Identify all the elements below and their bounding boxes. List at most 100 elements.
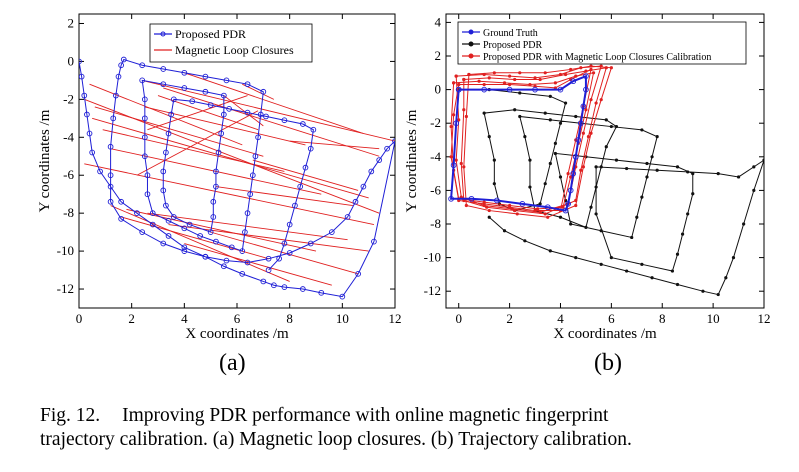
pdr-trajectory-point xyxy=(640,195,644,199)
pdr-trajectory-point xyxy=(655,135,659,139)
pdr-trajectory-point xyxy=(371,238,377,245)
ground-truth-point xyxy=(575,137,582,143)
pdr-trajectory-point xyxy=(635,215,639,219)
pdr-trajectory-point xyxy=(210,214,217,220)
calibrated-trajectory-point xyxy=(467,72,471,77)
pdr-trajectory-point xyxy=(307,240,314,247)
legend-marker xyxy=(468,29,474,35)
pdr-trajectory-point xyxy=(249,172,256,179)
pdr-trajectory-point xyxy=(513,108,517,112)
calibrated-trajectory-point xyxy=(462,165,466,169)
calibrated-trajectory-point xyxy=(449,124,453,129)
pdr-trajectory-point xyxy=(255,134,261,141)
chart-panel-a: 0 2 4 6 8 10 12 2 0 -2 -4 -6 -8 -10 -12 X coordinates /… xyxy=(37,13,402,342)
x-tick-label: 6 xyxy=(608,311,615,326)
pdr-trajectory-point xyxy=(149,210,156,217)
pdr-trajectory-point xyxy=(226,105,232,112)
calibrated-trajectory-point xyxy=(538,77,542,82)
pdr-trajectory-point xyxy=(271,282,277,289)
pdr-trajectory-point xyxy=(302,164,309,171)
pdr-trajectory-point xyxy=(181,85,188,91)
pdr-trajectory-point xyxy=(141,153,148,160)
calibrated-trajectory-point xyxy=(487,208,491,213)
y-tick-label: -12 xyxy=(424,283,441,298)
loop-closure-segment xyxy=(163,87,380,157)
pdr-trajectory-point xyxy=(86,130,93,137)
loop-closure-segment xyxy=(147,212,348,241)
pdr-trajectory-point xyxy=(141,96,148,103)
pdr-trajectory-point xyxy=(487,135,491,139)
pdr-trajectory-point xyxy=(675,252,680,256)
pdr-trajectory-point xyxy=(165,130,172,137)
calibrated-trajectory-point xyxy=(459,161,463,166)
pdr-trajectory-point xyxy=(242,229,248,235)
legend: Proposed PDR Magnetic Loop Closures xyxy=(149,23,313,63)
pdr-trajectory-point xyxy=(492,158,496,162)
ground-truth-point xyxy=(455,86,462,93)
ground-truth-point xyxy=(448,195,454,202)
ground-truth-point xyxy=(544,204,551,211)
pdr-trajectory-point xyxy=(218,130,225,137)
calibrated-trajectory-point xyxy=(462,77,466,82)
pdr-trajectory-point xyxy=(286,250,293,256)
loop-closure-segment xyxy=(94,106,264,157)
calibrated-trajectory-point xyxy=(533,76,537,80)
pdr-trajectory-point xyxy=(170,96,177,103)
pdr-trajectory-point xyxy=(614,158,619,162)
loop-closure-segment xyxy=(147,95,248,131)
pdr-trajectory-point xyxy=(181,225,188,232)
pdr-trajectory-point xyxy=(144,172,151,179)
pdr-trajectory-point xyxy=(360,183,367,190)
pdr-trajectory-point xyxy=(355,271,361,277)
pdr-trajectory-point xyxy=(281,240,288,247)
calibrated-trajectory-point xyxy=(515,212,519,216)
pdr-trajectory-point xyxy=(716,292,720,297)
pdr-trajectory-point xyxy=(79,73,85,80)
calibrated-trajectory-point xyxy=(487,76,491,80)
x-tick-label: 4 xyxy=(181,311,188,326)
pdr-trajectory-point xyxy=(599,262,603,266)
legend-box xyxy=(149,23,313,63)
loop-closure-segment xyxy=(89,83,243,146)
pdr-trajectory-point xyxy=(207,102,214,108)
legend-marker xyxy=(468,41,474,47)
pdr-trajectory-point xyxy=(574,256,578,260)
y-tick-label: 4 xyxy=(435,14,442,29)
pdr-trajectory-point xyxy=(368,168,375,175)
calibrated-trajectory-point xyxy=(574,74,578,78)
pdr-trajectory-point xyxy=(149,221,156,228)
pdr-trajectory-point xyxy=(569,222,573,226)
pdr-trajectory-point xyxy=(202,73,209,80)
pdr-trajectory-point xyxy=(118,216,124,222)
panel-label-a: (a) xyxy=(219,350,246,376)
calibrated-trajectory-point xyxy=(518,71,522,75)
x-tick-label: 4 xyxy=(557,311,564,326)
pdr-trajectory-point xyxy=(118,198,124,205)
pdr-trajectory-point xyxy=(599,165,603,169)
pdr-trajectory-point xyxy=(165,233,172,239)
pdr-trajectory-point xyxy=(548,249,552,253)
pdr-trajectory-point xyxy=(89,149,96,156)
x-tick-label: 0 xyxy=(76,311,83,326)
calibrated-trajectory-point xyxy=(452,81,456,85)
pdr-trajectory-point xyxy=(252,153,259,160)
calibrated-trajectory-point xyxy=(513,77,517,82)
panel-label-b: (b) xyxy=(594,350,622,376)
legend-label: Ground Truth xyxy=(483,28,538,39)
calibrated-trajectory-point xyxy=(581,165,585,169)
ground-truth-point xyxy=(532,86,538,93)
pdr-trajectory-point xyxy=(584,225,588,229)
loop-closure-segment xyxy=(289,140,380,150)
calibrated-trajectory-point xyxy=(566,172,570,176)
pdr-trajectory-point xyxy=(139,62,146,69)
ground-truth-point xyxy=(567,187,574,194)
loop-closure-segment xyxy=(252,159,359,191)
x-tick-label: 2 xyxy=(506,311,513,326)
pdr-trajectory-point xyxy=(558,121,563,125)
calibrated-trajectory-point xyxy=(508,203,512,208)
calibrated-trajectory-point xyxy=(508,74,512,78)
pdr-trajectory-point xyxy=(260,88,267,95)
pdr-trajectory-point xyxy=(134,210,140,217)
pdr-trajectory-point xyxy=(670,269,675,273)
x-tick-label: 8 xyxy=(659,311,666,326)
